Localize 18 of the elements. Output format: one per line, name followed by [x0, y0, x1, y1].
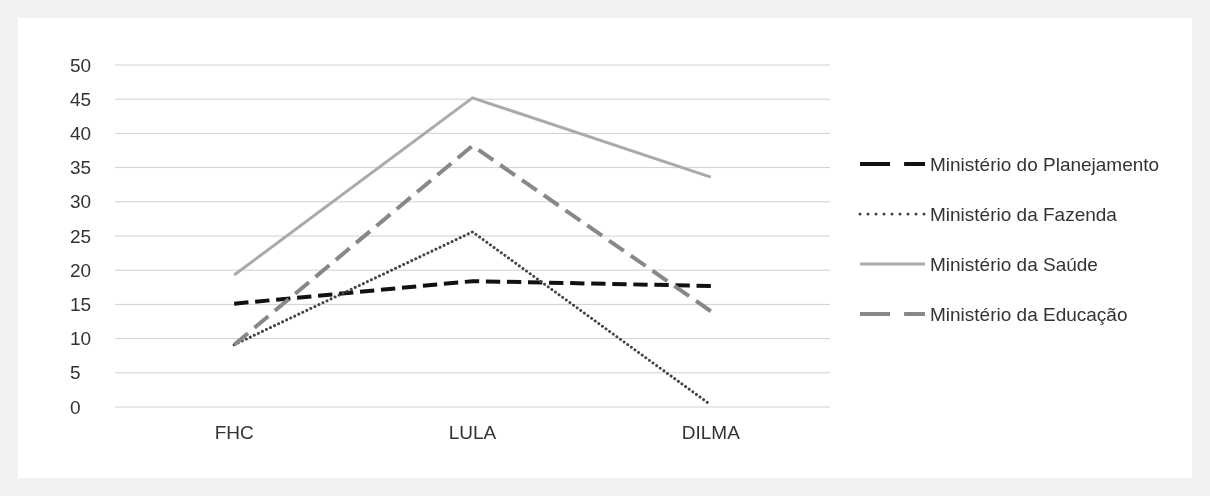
y-tick-label: 35 — [70, 157, 92, 179]
y-tick-label: 30 — [70, 191, 92, 213]
legend-label: Ministério da Fazenda — [930, 203, 1118, 225]
x-tick-label: DILMA — [681, 422, 741, 443]
legend-label: Ministério da Educação — [930, 303, 1128, 325]
y-tick-label: 25 — [70, 225, 92, 247]
y-tick-label: 50 — [70, 54, 92, 76]
y-tick-label: 40 — [70, 123, 92, 145]
y-tick-label: 0 — [70, 396, 81, 418]
legend-label: Ministério do Planejamento — [930, 153, 1160, 175]
y-tick-label: 10 — [70, 328, 92, 350]
y-tick-label: 45 — [70, 88, 92, 110]
x-tick-label: LULA — [448, 422, 497, 443]
y-tick-label: 5 — [70, 362, 81, 384]
y-tick-label: 20 — [70, 259, 92, 281]
x-tick-label: FHC — [214, 422, 254, 443]
legend-label: Ministério da Saúde — [930, 253, 1098, 275]
y-tick-label: 15 — [70, 294, 92, 316]
